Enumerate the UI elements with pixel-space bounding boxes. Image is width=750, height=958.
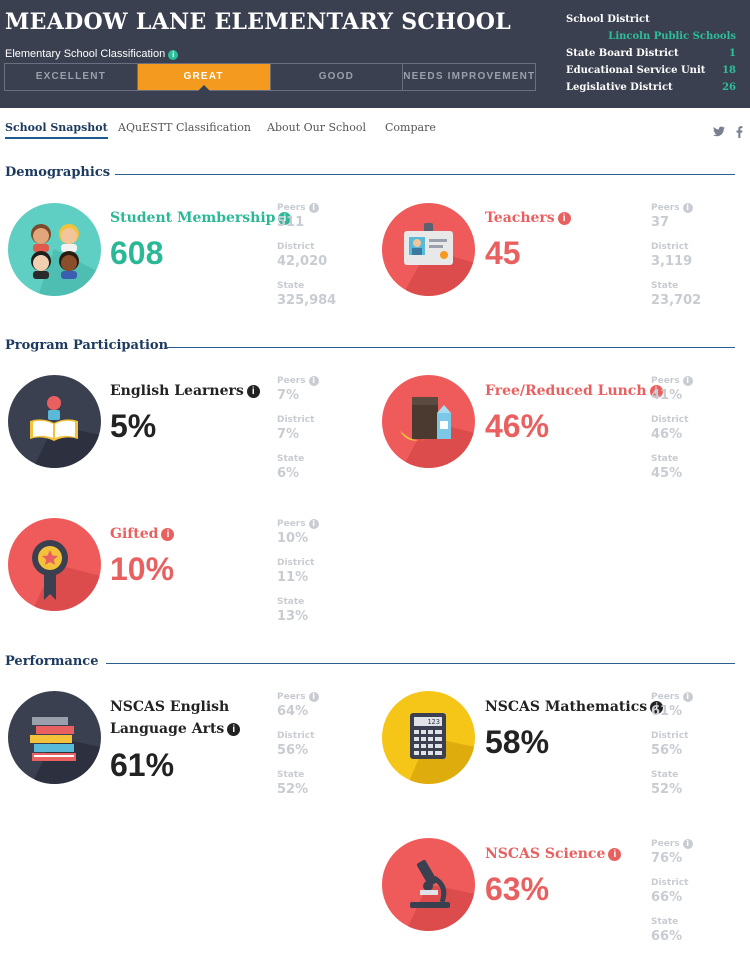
classification-excellent[interactable]: EXCELLENT	[5, 64, 138, 90]
section-demographics: Demographics	[5, 165, 111, 180]
school-header: MEADOW LANE ELEMENTARY SCHOOL Elementary…	[0, 0, 750, 108]
state-board-value: 1	[729, 48, 736, 59]
section-divider	[115, 174, 735, 175]
nscas-math-compare: Peers i 61% District 56% State 52%	[651, 691, 731, 808]
english-learners-value: 5%	[110, 408, 157, 444]
info-icon[interactable]: i	[278, 212, 292, 225]
section-program-participation: Program Participation	[5, 338, 169, 353]
section-divider	[106, 663, 735, 664]
students-icon	[8, 203, 101, 296]
nscas-science-label: NSCAS Science i	[485, 843, 622, 865]
student-membership-compare: Peers i 511 District 42,020 State 325,984	[277, 203, 337, 308]
teachers-label: Teachers i	[485, 207, 571, 229]
nscas-ela-value: 61%	[110, 747, 175, 783]
calculator-display: 123	[427, 718, 440, 726]
nscas-ela-label: NSCAS English Language Arts i	[110, 696, 241, 740]
free-reduced-lunch-label: Free/Reduced Lunch i	[485, 380, 663, 402]
info-icon[interactable]: i	[308, 376, 319, 386]
nscas-science-value: 63%	[485, 871, 550, 907]
info-icon[interactable]: i	[682, 839, 693, 849]
info-icon[interactable]: i	[557, 212, 571, 225]
facebook-icon[interactable]	[736, 126, 743, 141]
esu-label: Educational Service Unit	[566, 65, 706, 76]
info-icon[interactable]: i	[308, 203, 319, 213]
award-ribbon-icon	[8, 518, 101, 611]
tab-about-our-school[interactable]: About Our School	[267, 121, 367, 134]
classification-bar: EXCELLENT GREAT GOOD NEEDS IMPROVEMENT	[4, 63, 536, 91]
info-icon[interactable]: i	[649, 385, 663, 398]
legislative-value: 26	[722, 82, 736, 93]
gifted-value: 10%	[110, 551, 175, 587]
nscas-science-compare: Peers i 76% District 66% State 66%	[651, 838, 731, 955]
page-nav: School Snapshot AQuESTT Classification A…	[0, 118, 750, 144]
info-icon[interactable]: i	[682, 203, 693, 213]
info-icon[interactable]: i	[682, 692, 693, 702]
info-icon[interactable]: i	[161, 528, 175, 541]
nscas-ela-compare: Peers i 64% District 56% State 52%	[277, 691, 357, 808]
free-reduced-lunch-value: 46%	[485, 408, 550, 444]
classification-great[interactable]: GREAT	[137, 64, 271, 91]
esu-value: 18	[722, 65, 736, 76]
teachers-value: 45	[485, 235, 521, 271]
free-reduced-lunch-compare: Peers i 41% District 46% State 45%	[651, 375, 731, 492]
gifted-compare: Peers i 10% District 11% State 13%	[277, 518, 357, 635]
classification-label: Elementary School Classification i	[5, 48, 179, 60]
english-learners-label: English Learners i	[110, 380, 260, 402]
nscas-math-label: NSCAS Mathematics i	[485, 696, 664, 718]
classification-good[interactable]: GOOD	[271, 64, 404, 90]
calculator-icon: 123	[382, 691, 475, 784]
legislative-label: Legislative District	[566, 82, 673, 93]
school-district-value[interactable]: Lincoln Public Schools	[608, 31, 736, 42]
twitter-icon[interactable]	[713, 126, 725, 140]
info-icon[interactable]: i	[168, 50, 179, 60]
student-membership-label: Student Membership i	[110, 207, 292, 229]
lunch-icon	[382, 375, 475, 468]
section-divider	[167, 347, 735, 348]
state-board-label: State Board District	[566, 48, 679, 59]
teachers-compare: Peers i 37 District 3,119 State 23,702	[651, 203, 702, 308]
book-stack-icon	[8, 691, 101, 784]
tab-school-snapshot[interactable]: School Snapshot	[5, 121, 108, 139]
id-badge-icon	[382, 203, 475, 296]
school-name: MEADOW LANE ELEMENTARY SCHOOL	[5, 9, 511, 35]
microscope-icon	[382, 838, 475, 931]
info-icon[interactable]: i	[308, 692, 319, 702]
gifted-label: Gifted i	[110, 523, 175, 545]
tab-aquestt-classification[interactable]: AQuESTT Classification	[118, 121, 251, 134]
english-learners-compare: Peers i 7% District 7% State 6%	[277, 375, 357, 492]
info-icon[interactable]: i	[308, 519, 319, 529]
student-membership-value: 608	[110, 235, 164, 271]
classification-needs-improvement[interactable]: NEEDS IMPROVEMENT	[403, 71, 535, 82]
info-icon[interactable]: i	[227, 723, 241, 736]
nscas-math-value: 58%	[485, 724, 550, 760]
book-reader-icon	[8, 375, 101, 468]
info-icon[interactable]: i	[246, 385, 260, 398]
section-performance: Performance	[5, 654, 99, 669]
info-icon[interactable]: i	[682, 376, 693, 386]
info-icon[interactable]: i	[608, 848, 622, 861]
school-district-label: School District	[566, 14, 650, 25]
tab-compare[interactable]: Compare	[385, 121, 436, 134]
district-info: School District Lincoln Public Schools S…	[566, 11, 736, 96]
info-icon[interactable]: i	[650, 701, 664, 714]
